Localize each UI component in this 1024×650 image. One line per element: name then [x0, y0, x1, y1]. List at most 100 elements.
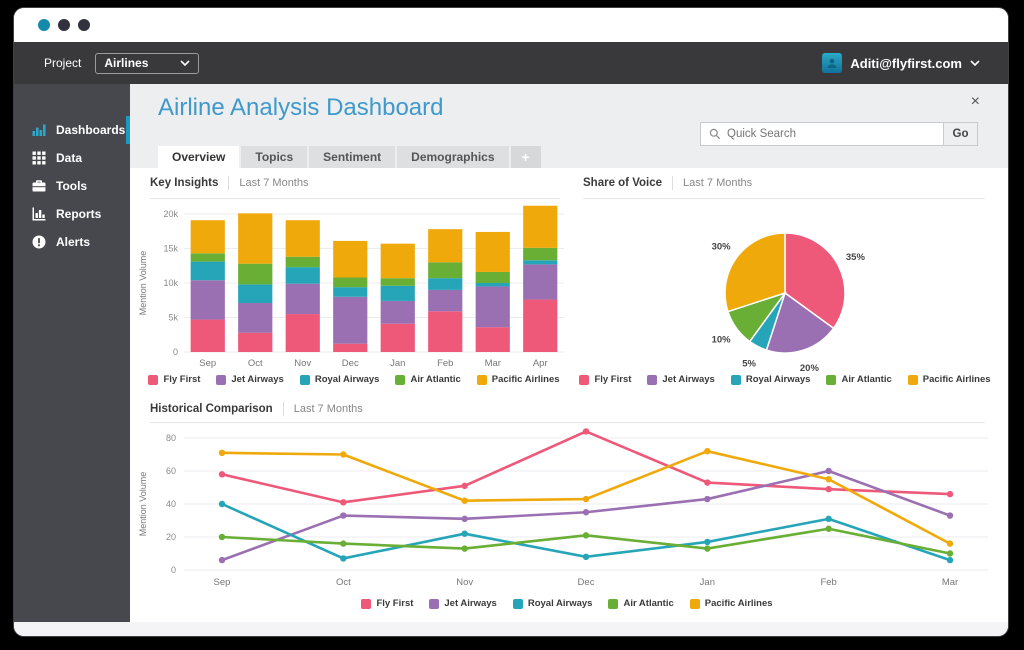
svg-text:60: 60 [166, 466, 176, 476]
header-divider [228, 176, 230, 190]
legend-item: Air Atlantic [826, 374, 892, 385]
section-underline [150, 198, 560, 199]
window-dot-secondary [58, 19, 70, 31]
section-underline [583, 198, 985, 199]
svg-text:Sep: Sep [199, 358, 216, 369]
tab-topics[interactable]: Topics [241, 146, 308, 168]
tab-add-button[interactable]: + [510, 146, 541, 168]
legend-item: Jet Airways [647, 374, 715, 385]
user-menu[interactable]: Aditi@flyfirst.com [822, 42, 980, 84]
legend-item: Fly First [148, 374, 200, 385]
sidebar-item-reports[interactable]: Reports [14, 200, 130, 228]
historical-comparison-header: Historical Comparison Last 7 Months [150, 402, 363, 416]
sidebar-item-label: Tools [56, 179, 88, 193]
page-title: Airline Analysis Dashboard [158, 94, 444, 121]
sidebar-item-dashboards[interactable]: Dashboards [14, 116, 130, 144]
legend-label: Air Atlantic [623, 598, 674, 609]
project-dropdown[interactable]: Airlines [95, 52, 200, 74]
svg-text:Mention Volume: Mention Volume [138, 472, 148, 537]
project-label: Project [44, 56, 82, 70]
chevron-down-icon [970, 60, 980, 66]
legend-item: Royal Airways [730, 374, 811, 385]
legend-label: Pacific Airlines [704, 598, 773, 609]
quick-search-bar: Go [700, 122, 978, 146]
legend-item: Royal Airways [512, 598, 593, 609]
legend-item: Air Atlantic [395, 374, 461, 385]
legend-item: Jet Airways [429, 598, 497, 609]
svg-text:5k: 5k [168, 313, 178, 323]
svg-text:Feb: Feb [437, 358, 453, 369]
historical-comparison-legend: Fly First Jet Airways Royal Airways Air Atl… [136, 598, 998, 609]
svg-text:20%: 20% [800, 363, 820, 372]
app-window: Project Airlines Aditi@flyfirst.com Dash… [14, 8, 1008, 636]
svg-text:0: 0 [173, 347, 178, 357]
svg-text:20: 20 [166, 532, 176, 542]
window-dot-tertiary [78, 19, 90, 31]
svg-text:0: 0 [171, 565, 176, 575]
section-subtitle: Last 7 Months [239, 177, 309, 189]
tab-demographics[interactable]: Demographics [397, 146, 509, 168]
svg-text:5%: 5% [742, 358, 756, 369]
svg-text:Nov: Nov [456, 577, 473, 588]
svg-text:20k: 20k [163, 209, 178, 219]
dashboards-icon [32, 124, 46, 136]
legend-swatch [608, 598, 619, 609]
svg-text:Dec: Dec [342, 358, 359, 369]
header-divider [282, 402, 284, 416]
legend-label: Pacific Airlines [922, 374, 991, 385]
person-icon [827, 58, 837, 68]
svg-text:40: 40 [166, 499, 176, 509]
section-title: Share of Voice [583, 177, 663, 189]
legend-item: Pacific Airlines [907, 374, 991, 385]
legend-label: Royal Airways [527, 598, 593, 609]
search-input[interactable] [727, 128, 943, 140]
legend-item: Pacific Airlines [476, 374, 560, 385]
legend-swatch [476, 374, 487, 385]
svg-text:Feb: Feb [820, 577, 836, 588]
svg-text:Sep: Sep [214, 577, 231, 588]
legend-item: Pacific Airlines [689, 598, 773, 609]
legend-label: Royal Airways [745, 374, 811, 385]
legend-label: Jet Airways [444, 598, 497, 609]
legend-swatch [148, 374, 159, 385]
share-of-voice-header: Share of Voice Last 7 Months [583, 176, 752, 190]
legend-swatch [689, 598, 700, 609]
tab-overview[interactable]: Overview [158, 146, 240, 168]
section-subtitle: Last 7 Months [683, 177, 753, 189]
app-bar: Project Airlines Aditi@flyfirst.com [14, 42, 1008, 84]
go-button[interactable]: Go [944, 122, 978, 146]
svg-text:Nov: Nov [294, 358, 311, 369]
sidebar-item-data[interactable]: Data [14, 144, 130, 172]
search-icon [709, 128, 721, 140]
svg-text:Mar: Mar [485, 358, 501, 369]
user-email: Aditi@flyfirst.com [850, 55, 962, 71]
dashboard-panel: Key Insights Last 7 Months 0 5k 10k 15k 20k M… [130, 168, 1008, 622]
legend-item: Royal Airways [299, 374, 379, 385]
svg-text:Jan: Jan [390, 358, 405, 369]
legend-swatch [647, 374, 658, 385]
svg-text:Oct: Oct [336, 577, 351, 588]
close-icon[interactable]: × [970, 93, 980, 110]
svg-text:35%: 35% [846, 252, 866, 263]
legend-swatch [395, 374, 406, 385]
svg-text:10k: 10k [163, 278, 178, 288]
legend-swatch [216, 374, 227, 385]
share-of-voice-legend: Fly First Jet Airways Royal Airways Air Atl… [575, 374, 995, 385]
tools-icon [32, 180, 46, 192]
key-insights-legend: Fly First Jet Airways Royal Airways Air Atl… [136, 374, 572, 385]
sidebar-item-alerts[interactable]: Alerts [14, 228, 130, 256]
legend-item: Fly First [579, 374, 631, 385]
legend-swatch [429, 598, 440, 609]
svg-text:10%: 10% [712, 334, 732, 345]
tab-sentiment[interactable]: Sentiment [309, 146, 396, 168]
header-divider [672, 176, 674, 190]
legend-swatch [361, 598, 372, 609]
share-of-voice-pie-chart: 35% 20% 5% 10% 30% [712, 232, 866, 372]
reports-icon [32, 207, 46, 221]
svg-text:80: 80 [166, 433, 176, 443]
main-area: Dashboards Data Tools Reports Alerts Air… [14, 84, 1008, 622]
project-dropdown-value: Airlines [104, 56, 149, 70]
legend-label: Air Atlantic [410, 374, 461, 385]
sidebar-item-tools[interactable]: Tools [14, 172, 130, 200]
legend-label: Air Atlantic [841, 374, 892, 385]
